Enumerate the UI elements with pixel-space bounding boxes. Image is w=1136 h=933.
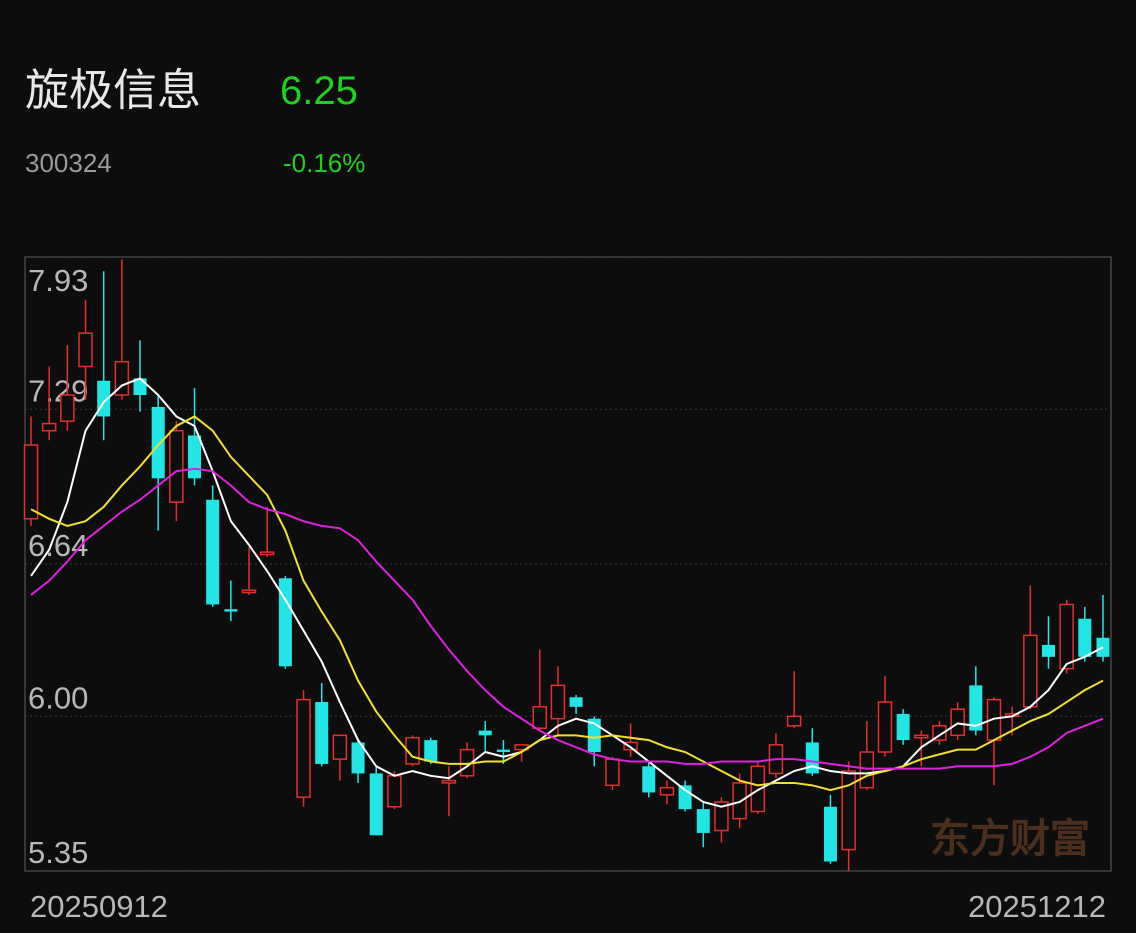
candle-body [896,713,910,741]
x-tick-label: 20251212 [968,889,1106,924]
candle-body [23,444,39,520]
candle-body [296,698,311,798]
plot: 5.35 6.00 6.64 7.29 7.93 20250912 20251212 [23,256,1111,924]
candle-body [441,779,457,784]
price-change: -0.16% [283,148,365,178]
stock-name: 旋极信息 [25,65,201,116]
candle-body [587,718,601,753]
candle-body [151,406,165,479]
y-tick-label: 7.29 [28,373,88,408]
candle-body [696,809,710,833]
candle-body [315,702,329,764]
y-tick-label: 6.64 [28,528,88,563]
candle-body [41,422,57,432]
candle-body [369,773,383,836]
candle-body [241,589,257,594]
candle-body [950,708,965,737]
candle-body [1041,644,1055,657]
candle-body [569,697,583,707]
stock-price: 6.25 [280,69,358,113]
candle-body [805,742,819,774]
candle-body [78,332,93,368]
candle-body [1059,603,1074,670]
candle-body [496,749,510,753]
candle-body [969,685,983,731]
candle-body [478,730,492,736]
candle-body [224,609,238,612]
candle-body [188,435,202,479]
candle-body [714,801,729,832]
candle-body [332,734,348,760]
candle-body [351,742,365,774]
candle-body [532,706,547,729]
candle-body [1078,618,1092,657]
candle-body [1023,634,1038,708]
candle-body [859,751,875,789]
y-tick-label: 7.93 [28,263,88,298]
candle-body [841,770,856,851]
candle-body [605,758,620,787]
x-tick-label: 20250912 [30,889,168,924]
candle-body [750,765,766,813]
ma-line [30,415,1104,792]
candle-body [114,360,130,396]
watermark: 东方财富 [930,816,1090,862]
ma-line [30,467,1104,770]
candle-body [169,429,184,503]
candle-body [206,499,220,605]
candle-body [659,786,675,796]
candle-body [259,551,275,556]
candle-body [60,394,75,422]
candle-body [278,578,292,667]
candle-body [823,806,837,862]
candle-body [387,775,402,808]
ma-line [30,377,1104,808]
candle-body [642,766,656,793]
stock-code: 300324 [25,148,112,178]
candle-body [424,740,438,762]
plot-frame [24,256,1112,872]
y-tick-label: 5.35 [28,835,88,870]
y-tick-label: 6.00 [28,680,88,715]
candle-body [877,701,893,753]
candle-body [914,734,929,739]
candle-body [550,684,566,720]
candle-body [786,715,802,727]
